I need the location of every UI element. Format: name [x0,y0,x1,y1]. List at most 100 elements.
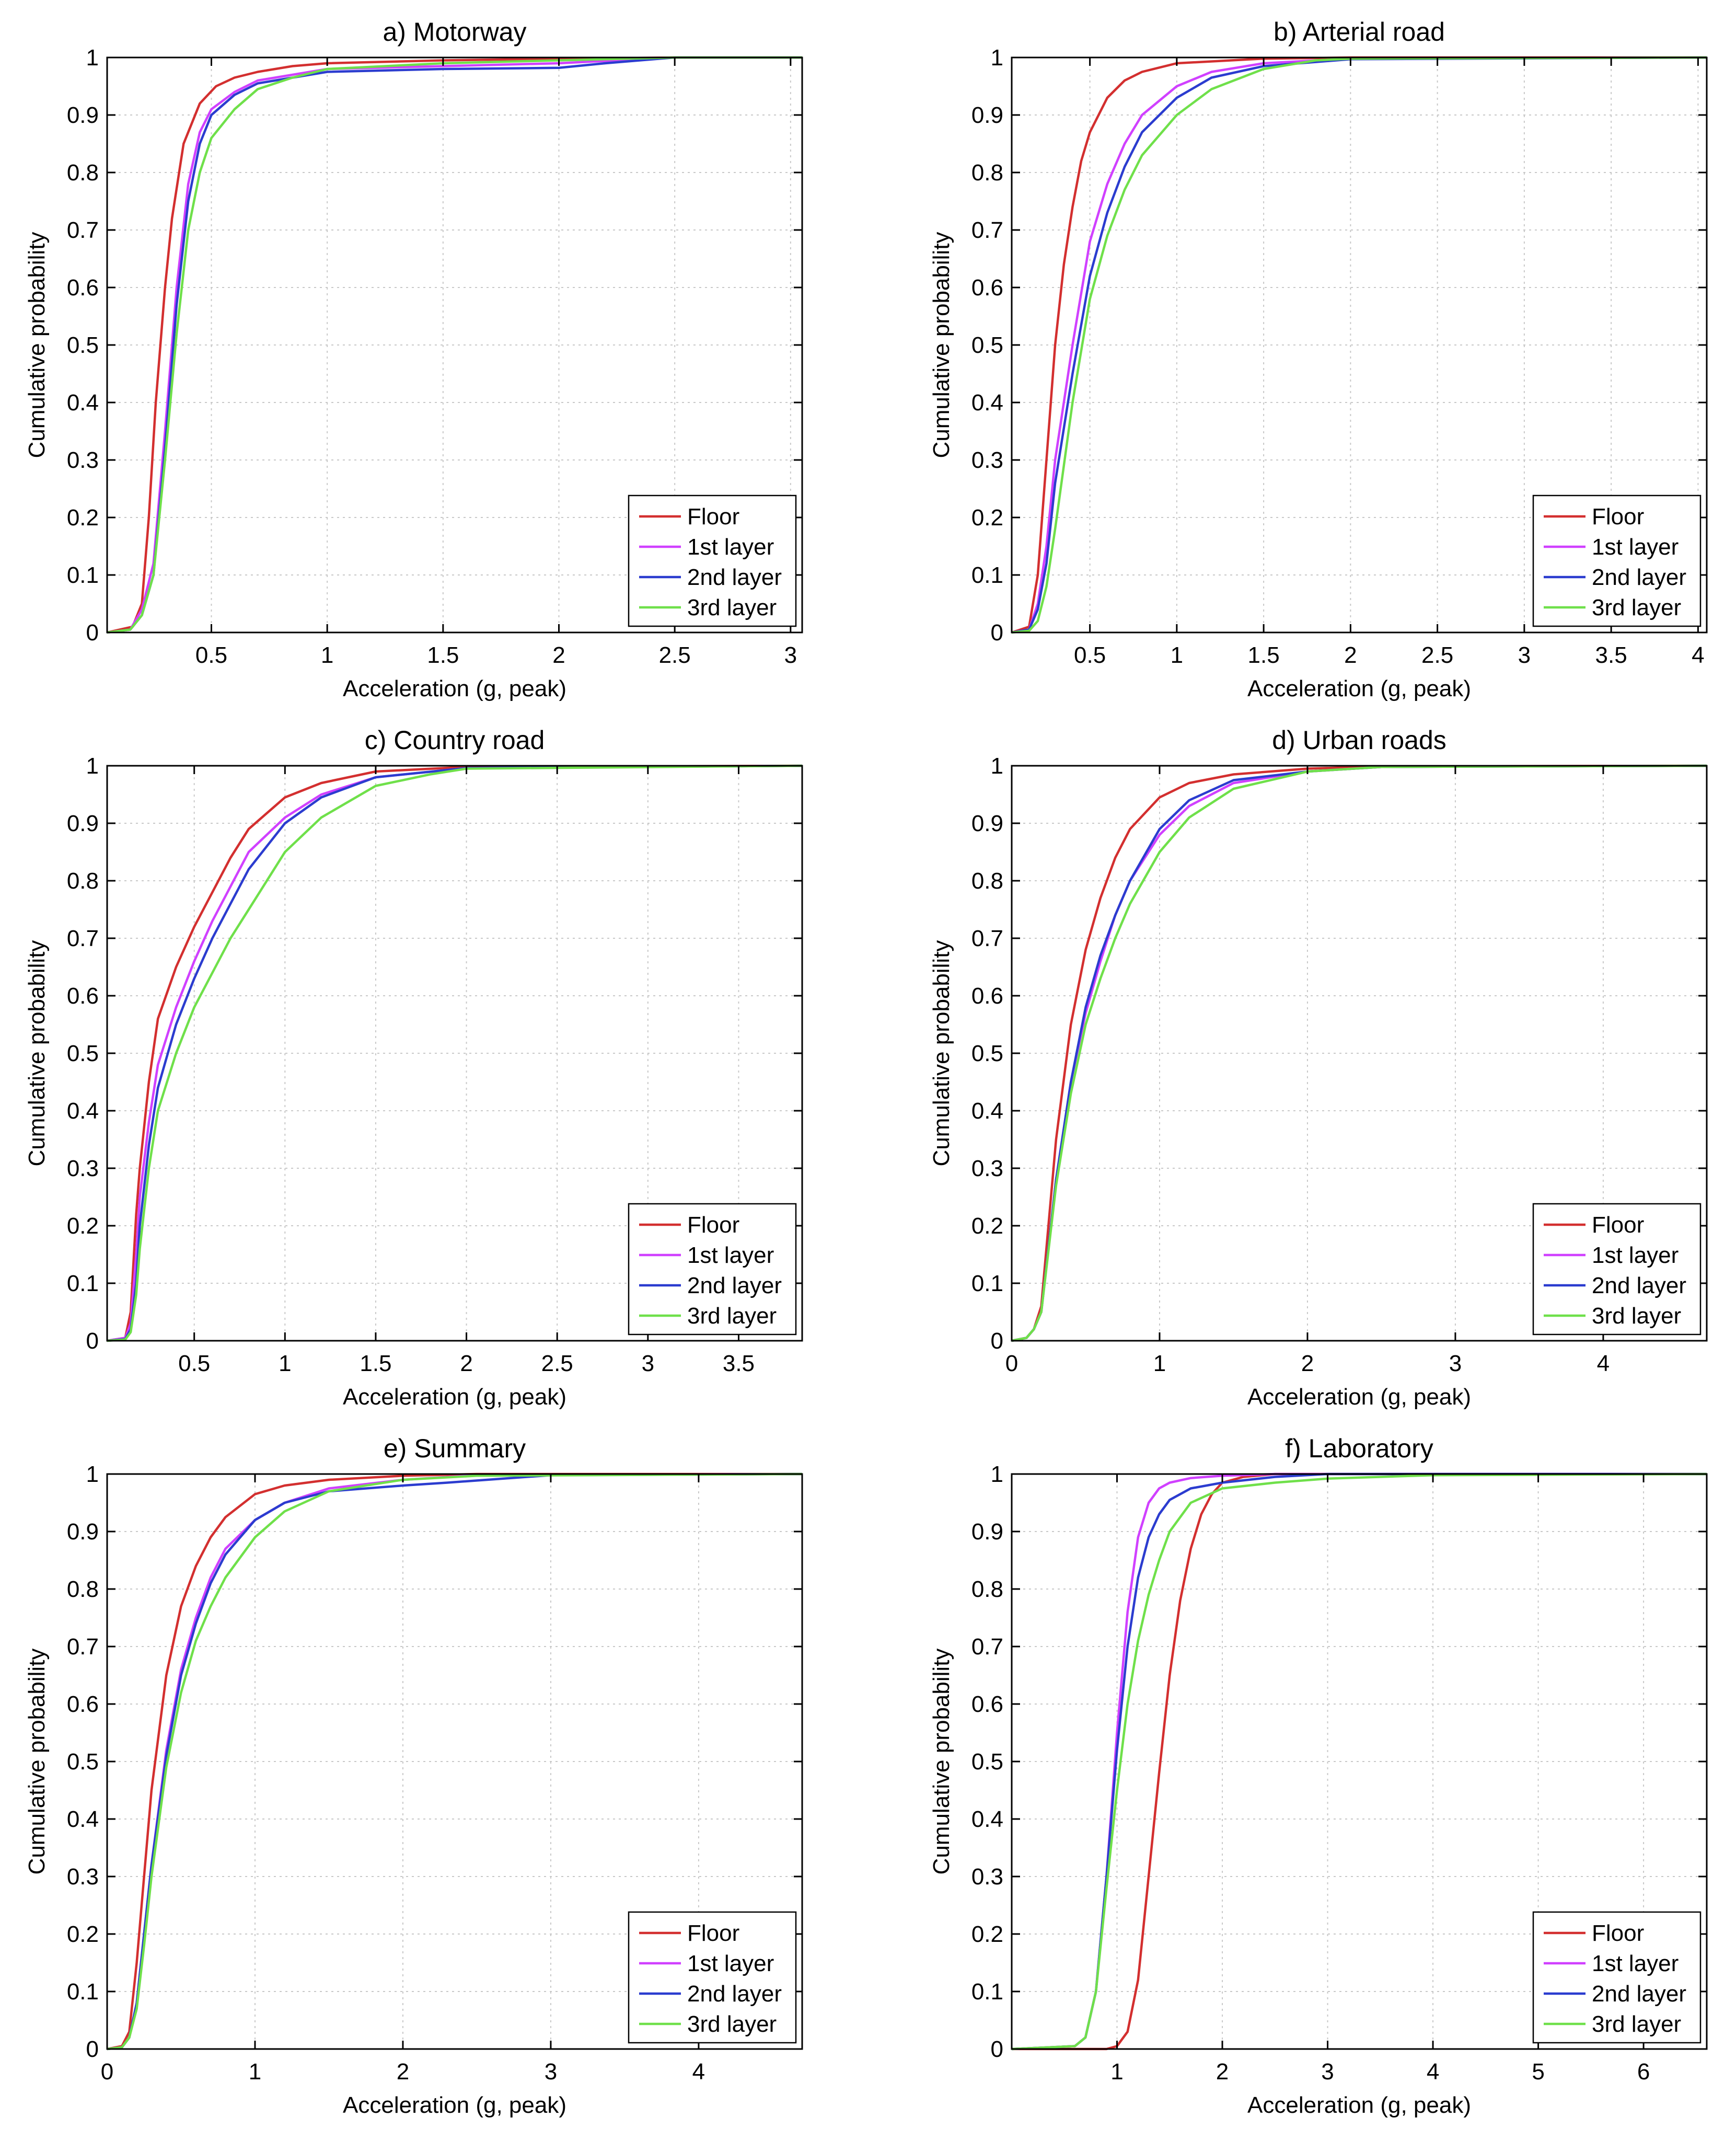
y-tick-label: 0.8 [67,160,99,186]
x-tick-label: 2 [1344,642,1357,668]
series-line-floor [1012,1472,1707,2051]
x-tick-label: 3.5 [1595,642,1627,668]
y-axis-label: Cumulative probability [24,940,50,1167]
y-tick-label: 0.4 [67,1098,99,1124]
x-tick-label: 3 [1449,1351,1462,1376]
y-tick-label: 0.4 [971,1098,1003,1124]
x-axis-label: Acceleration (g, peak) [1247,676,1471,701]
y-tick-label: 0.7 [971,1634,1003,1660]
y-tick-label: 0.3 [971,447,1003,473]
y-tick-label: 0.5 [971,1041,1003,1066]
y-tick-label: 0.1 [971,562,1003,588]
y-tick-label: 0.2 [67,505,99,531]
y-tick-label: 0.2 [971,1213,1003,1239]
legend-label: Floor [687,1920,739,1946]
x-tick-label: 2 [1216,2059,1229,2085]
legend-label: 3rd layer [1592,1303,1681,1329]
y-tick-label: 0.7 [67,1634,99,1660]
x-axis-label: Acceleration (g, peak) [1247,1384,1471,1410]
y-tick-label: 0.3 [67,1864,99,1890]
y-tick-label: 0.2 [67,1921,99,1947]
x-tick-label: 1.5 [1248,642,1280,668]
y-axis-label: Cumulative probability [929,1649,954,1875]
legend-label: 2nd layer [687,565,782,590]
y-tick-label: 0.9 [67,102,99,128]
legend-label: Floor [1592,1920,1644,1946]
y-tick-label: 0.9 [971,811,1003,836]
y-tick-label: 0.6 [971,275,1003,301]
legend-label: 2nd layer [1592,1273,1686,1298]
x-tick-label: 1 [1153,1351,1166,1376]
x-tick-label: 2 [397,2059,409,2085]
x-axis-label: Acceleration (g, peak) [1247,2092,1471,2118]
x-tick-label: 1 [279,1351,291,1376]
y-tick-label: 0 [991,1328,1003,1354]
legend-label: 2nd layer [687,1981,782,2007]
y-tick-label: 1 [86,1461,99,1487]
y-tick-label: 0.3 [67,1156,99,1181]
legend-label: 2nd layer [687,1273,782,1298]
y-tick-label: 0.4 [971,1806,1003,1832]
y-tick-label: 1 [86,753,99,779]
chart-title: c) Country road [365,726,545,755]
chart-panel-1: 0.5 1 1.5 2 2.5 3 0 0.1 0.2 0.3 0.4 0.5 0.6 0.7 0.8 0.9… [24,17,803,701]
y-tick-label: 0.5 [67,1749,99,1775]
x-tick-label: 3 [545,2059,557,2085]
y-tick-label: 0.5 [67,1041,99,1066]
legend-label: 1st layer [687,1951,774,1976]
y-tick-label: 0.6 [67,1691,99,1717]
y-axis-label: Cumulative probability [24,1649,50,1875]
series-line-1st-layer [107,764,803,1342]
y-tick-label: 0.4 [67,1806,99,1832]
y-tick-label: 0.6 [67,983,99,1009]
chart-panel-2: 0.5 1 1.5 2 2.5 3 3.5 4 0 0.1 0.2 0.3 0.4 0.5 0.6 0.7 0.… [929,17,1708,701]
legend-label: 1st layer [687,1242,774,1268]
y-tick-label: 0.9 [971,102,1003,128]
series-line-floor [107,1472,802,2051]
chart-panel-5: 0 1 2 3 4 0 0.1 0.2 0.3 0.4 0.5 0.6 0.7 0.8 0.9 1 e) Sum… [24,1434,803,2118]
series-line-floor [107,56,802,634]
x-tick-label: 3 [1518,642,1531,668]
x-tick-label: 1 [321,642,333,668]
legend-label: 1st layer [687,534,774,560]
y-tick-label: 0 [991,620,1003,646]
x-tick-label: 1 [249,2059,261,2085]
y-tick-label: 0.3 [971,1156,1003,1181]
x-tick-label: 3.5 [723,1351,755,1376]
y-tick-label: 0.7 [971,926,1003,951]
legend-label: 3rd layer [687,595,777,620]
legend-label: 2nd layer [1592,1981,1686,2007]
y-tick-label: 0.8 [971,868,1003,894]
legend-label: 1st layer [1592,1951,1679,1976]
y-tick-label: 0.5 [971,332,1003,358]
y-tick-label: 1 [991,1461,1003,1487]
y-tick-label: 0 [86,620,99,646]
legend: Floor 1st layer 2nd layer 3rd layer [628,494,797,627]
chart-title: b) Arterial road [1274,17,1445,47]
x-tick-label: 4 [692,2059,705,2085]
y-axis-label: Cumulative probability [929,940,954,1167]
y-tick-label: 0.9 [67,1519,99,1545]
legend-label: 3rd layer [687,2011,777,2037]
x-tick-label: 2.5 [541,1351,573,1376]
legend: Floor 1st layer 2nd layer 3rd layer [628,1911,797,2044]
series-line-floor [1011,56,1707,634]
chart-panel-6: 1 2 3 4 5 6 0 0.1 0.2 0.3 0.4 0.5 0.6 0.7 0.8 0.9 1 f) La… [929,1434,1708,2118]
legend: Floor 1st layer 2nd layer 3rd layer [628,1203,797,1336]
y-tick-label: 0.2 [971,505,1003,531]
chart-title: e) Summary [384,1434,526,1463]
x-tick-label: 3 [642,1351,654,1376]
x-tick-label: 0 [1005,1351,1018,1376]
y-tick-label: 0.4 [971,390,1003,416]
chart-title: f) Laboratory [1285,1434,1433,1463]
chart-title: d) Urban roads [1272,726,1446,755]
legend-label: Floor [687,1212,739,1238]
y-tick-label: 0.8 [67,868,99,894]
legend-label: 1st layer [1592,534,1679,560]
chart-title: a) Motorway [383,17,526,47]
x-axis-label: Acceleration (g, peak) [343,676,566,701]
y-tick-label: 0.6 [971,1691,1003,1717]
x-tick-label: 1 [1171,642,1183,668]
y-tick-label: 0.5 [67,332,99,358]
